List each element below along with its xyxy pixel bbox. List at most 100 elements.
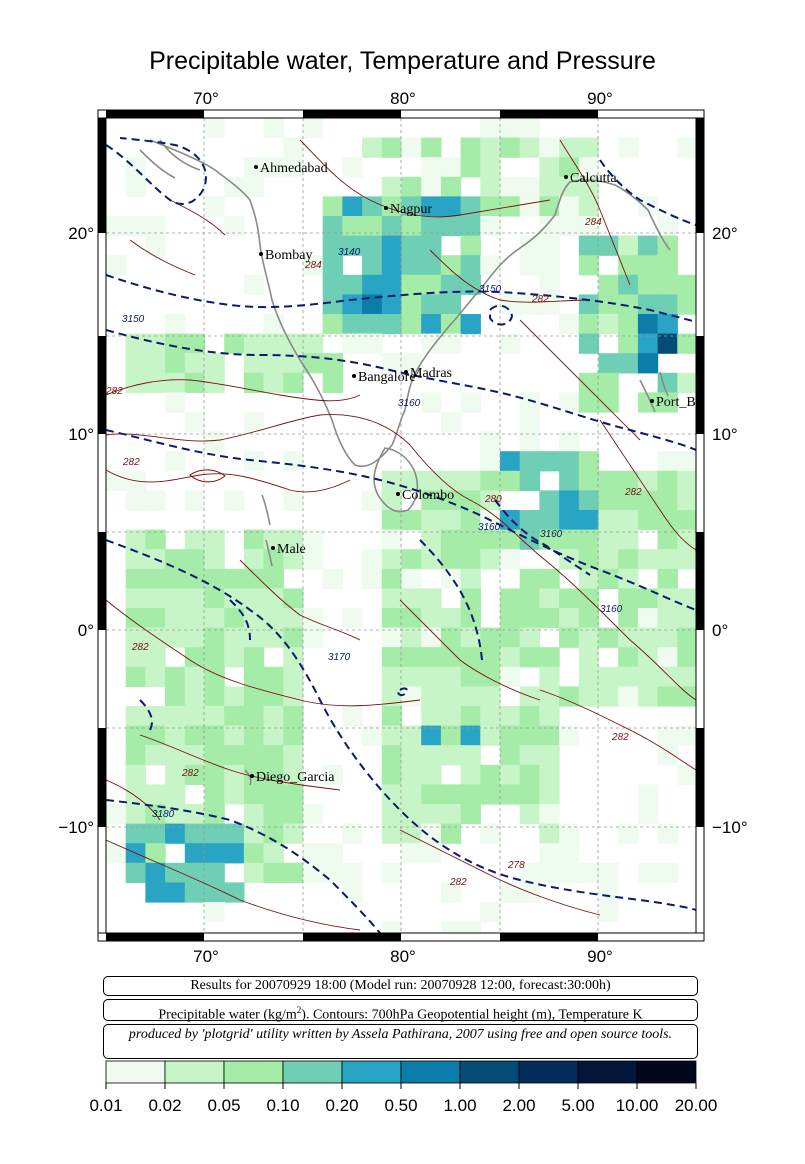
- pw-cell: [657, 490, 678, 511]
- pw-cell: [657, 372, 678, 393]
- contour-label-height: 3170: [328, 652, 351, 663]
- pw-cell: [263, 353, 284, 374]
- pw-cell: [500, 118, 521, 139]
- pw-cell: [421, 216, 442, 237]
- pw-cell: [519, 529, 540, 550]
- pw-cell: [637, 804, 659, 825]
- pw-cell: [480, 490, 501, 511]
- pw-cell: [243, 608, 265, 629]
- pw-cell: [381, 706, 403, 727]
- pw-cell: [480, 451, 501, 472]
- pw-cell: [559, 196, 580, 217]
- pw-cell: [519, 431, 540, 452]
- pw-cell: [440, 647, 462, 668]
- pw-cell: [342, 274, 363, 295]
- legend-text-sup: 2: [296, 1005, 302, 1015]
- legend-text-pre: Precipitable water (kg/m: [158, 1007, 297, 1023]
- city-label: Bombay: [265, 248, 312, 263]
- pw-cell: [598, 882, 619, 903]
- lat-tick-left-20: 20°: [68, 224, 94, 243]
- pw-cell: [401, 666, 422, 687]
- pw-cell: [539, 235, 560, 256]
- pw-cell: [224, 882, 245, 903]
- pw-cell: [657, 333, 678, 354]
- pw-cell: [637, 255, 659, 276]
- pw-cell: [125, 372, 146, 393]
- pw-cell: [165, 392, 186, 413]
- pw-cell: [618, 470, 639, 491]
- pw-cell: [243, 529, 265, 550]
- pw-cell: [204, 804, 225, 825]
- pw-cell: [263, 333, 284, 354]
- pw-cell: [677, 686, 696, 707]
- pw-cell: [578, 451, 600, 472]
- pw-cell: [500, 333, 521, 354]
- pw-cell: [460, 706, 481, 727]
- pw-cell: [559, 725, 580, 746]
- pw-cell: [165, 882, 186, 903]
- contour-label-height: 3140: [338, 247, 361, 258]
- pw-cell: [519, 235, 540, 256]
- pw-cell: [243, 843, 265, 864]
- pw-cell: [421, 588, 442, 609]
- pw-cell: [381, 745, 403, 766]
- colorbar-swatch: [577, 1060, 638, 1084]
- pw-cell: [539, 451, 560, 472]
- pw-cell: [578, 137, 600, 158]
- pw-cell: [539, 745, 560, 766]
- pw-cell: [657, 823, 678, 844]
- pw-cell: [342, 196, 363, 217]
- pw-cell: [381, 784, 403, 805]
- pw-cell: [224, 627, 245, 648]
- pw-cell: [519, 118, 540, 139]
- pw-cell: [145, 823, 166, 844]
- pw-cell: [283, 706, 304, 727]
- pw-cell: [519, 255, 540, 276]
- credit-box: produced by 'plotgrid' utility written b…: [103, 1024, 698, 1059]
- pw-cell: [263, 608, 284, 629]
- pw-cell: [283, 823, 304, 844]
- pw-cell: [559, 686, 580, 707]
- pw-cell: [165, 725, 186, 746]
- pw-cell: [362, 274, 383, 295]
- pw-cell: [480, 627, 501, 648]
- pw-cell: [106, 255, 127, 276]
- pw-cell: [125, 333, 146, 354]
- pw-cell: [578, 372, 600, 393]
- pw-cell: [243, 568, 265, 589]
- pw-cell: [401, 843, 422, 864]
- pw-cell: [362, 216, 383, 237]
- pw-cell: [578, 490, 600, 511]
- pw-cell: [460, 470, 481, 491]
- pw-cell: [204, 353, 225, 374]
- pw-cell: [184, 862, 206, 883]
- pw-cell: [637, 862, 659, 883]
- pw-cell: [480, 176, 501, 197]
- pw-cell: [224, 764, 245, 785]
- pw-cell: [637, 608, 659, 629]
- pw-cell: [421, 176, 442, 197]
- pw-cell: [283, 549, 304, 570]
- pw-cell: [224, 843, 245, 864]
- pw-cell: [480, 470, 501, 491]
- pw-cell: [204, 862, 225, 883]
- pw-cell: [421, 706, 442, 727]
- pw-cell: [381, 725, 403, 746]
- pw-cell: [263, 372, 284, 393]
- pw-cell: [500, 745, 521, 766]
- pw-cell: [618, 255, 639, 276]
- pw-cell: [125, 725, 146, 746]
- pw-cell: [342, 706, 363, 727]
- colorbar-label: 0.50: [384, 1096, 418, 1115]
- colorbar-swatch: [636, 1060, 697, 1084]
- pw-cell: [618, 823, 639, 844]
- lon-tick-bottom-70: 70°: [193, 947, 219, 966]
- pw-cell: [421, 725, 442, 746]
- pw-cell: [204, 823, 225, 844]
- pw-cell: [401, 647, 422, 668]
- pw-cell: [480, 118, 501, 139]
- pw-cell: [224, 823, 245, 844]
- pw-cell: [283, 137, 304, 158]
- pw-cell: [184, 412, 206, 433]
- pw-cell: [460, 686, 481, 707]
